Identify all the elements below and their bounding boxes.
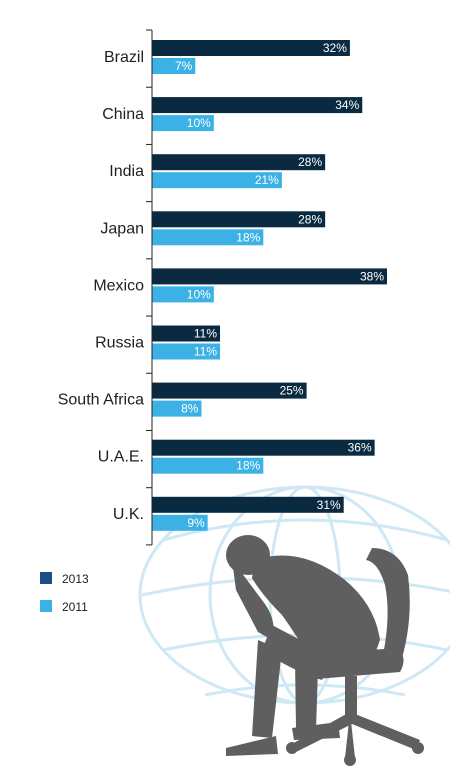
- bars-group: 32% 7% 34% 10% 28% 21% 28% 18% 38% 10% 11% 11% 25% 8%…: [152, 40, 387, 531]
- value-label-2011: 8%: [181, 402, 199, 416]
- stressed-man-in-chair-icon: [226, 535, 424, 766]
- bar-2013-japan: [152, 211, 326, 228]
- value-label-2013: 11%: [194, 327, 217, 341]
- value-label-2011: 10%: [187, 116, 211, 130]
- value-label-2011: 9%: [187, 516, 205, 530]
- bar-2011-u-a-e-: [152, 457, 264, 474]
- legend-swatch-2013: [40, 572, 52, 584]
- category-labels: Brazil China India Japan Mexico Russia South A…: [58, 49, 144, 523]
- category-label: Japan: [100, 220, 144, 237]
- category-label: Russia: [95, 335, 144, 352]
- bar-2011-russia: [152, 343, 221, 360]
- category-label: China: [102, 106, 144, 123]
- value-label-2011: 21%: [255, 173, 279, 187]
- value-label-2013: 28%: [298, 212, 322, 226]
- value-label-2013: 25%: [280, 384, 304, 398]
- value-label-2013: 31%: [317, 498, 341, 512]
- bar-2013-russia: [152, 325, 221, 342]
- category-label: India: [109, 163, 144, 180]
- bar-2011-brazil: [152, 58, 196, 74]
- category-label: South Africa: [58, 392, 144, 409]
- value-label-2011: 18%: [236, 459, 260, 473]
- value-label-2011: 10%: [187, 287, 211, 301]
- bar-2013-india: [152, 154, 326, 171]
- value-label-2013: 32%: [323, 41, 347, 55]
- value-label-2013: 38%: [360, 269, 384, 283]
- bar-2011-india: [152, 172, 282, 189]
- bar-2013-mexico: [152, 268, 387, 285]
- value-label-2013: 36%: [348, 441, 372, 455]
- bar-2011-japan: [152, 229, 264, 246]
- bar-2013-brazil: [152, 40, 350, 56]
- bar-2013-south-africa: [152, 382, 307, 399]
- value-label-2011: 18%: [236, 230, 260, 244]
- category-label: U.K.: [113, 506, 144, 523]
- category-label: U.A.E.: [98, 449, 144, 466]
- category-label: Mexico: [93, 277, 144, 294]
- value-label-2011: 7%: [175, 59, 193, 73]
- bar-2013-u-a-e-: [152, 439, 375, 456]
- value-label-2013: 34%: [335, 98, 359, 112]
- bar-2011-south-africa: [152, 400, 202, 417]
- legend-label-2011: 2011: [62, 600, 88, 614]
- legend: 2013 2011: [40, 572, 89, 614]
- bar-2011-mexico: [152, 286, 214, 303]
- category-label: Brazil: [104, 49, 144, 66]
- legend-swatch-2011: [40, 600, 52, 612]
- bar-2011-china: [152, 115, 214, 132]
- value-label-2013: 28%: [298, 155, 322, 169]
- legend-label-2013: 2013: [62, 572, 89, 586]
- bar-2011-u-k-: [152, 514, 208, 531]
- bar-2013-china: [152, 97, 363, 114]
- value-label-2011: 11%: [194, 345, 217, 359]
- y-axis: [146, 29, 153, 546]
- bar-2013-u-k-: [152, 496, 344, 513]
